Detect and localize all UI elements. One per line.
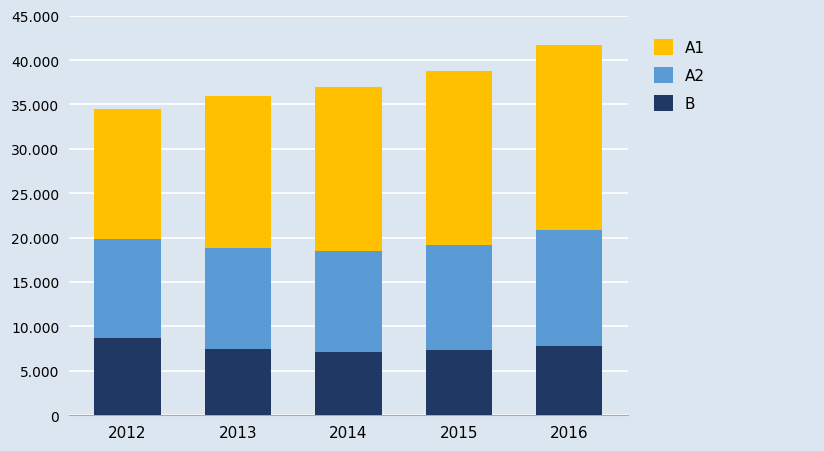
Bar bbox=[95, 338, 161, 415]
Bar bbox=[205, 349, 271, 415]
Bar bbox=[316, 251, 382, 352]
Bar bbox=[316, 352, 382, 415]
Bar bbox=[205, 249, 271, 349]
Bar bbox=[536, 346, 602, 415]
Bar bbox=[205, 97, 271, 249]
Bar bbox=[95, 240, 161, 338]
Bar bbox=[536, 231, 602, 346]
Bar bbox=[426, 245, 492, 350]
Bar bbox=[426, 350, 492, 415]
Bar bbox=[536, 46, 602, 231]
Legend: A1, A2, B: A1, A2, B bbox=[647, 32, 713, 120]
Bar bbox=[426, 72, 492, 245]
Bar bbox=[95, 110, 161, 240]
Bar bbox=[316, 87, 382, 251]
